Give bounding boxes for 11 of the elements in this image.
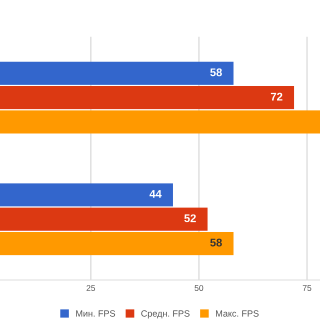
data-label: 52 [184,214,196,222]
x-tick-label: 25 [86,285,96,291]
x-tick-label: 75 [302,285,312,291]
x-tick-label: 50 [194,285,204,291]
legend-label: Средн. FPS [141,310,190,318]
data-label: 44 [150,190,162,198]
data-label: 58 [210,238,222,247]
data-label: 72 [270,92,282,100]
legend-label: Мин. FPS [76,310,116,317]
legend-label: Макс. FPS [216,310,259,317]
data-label: 58 [210,68,222,76]
